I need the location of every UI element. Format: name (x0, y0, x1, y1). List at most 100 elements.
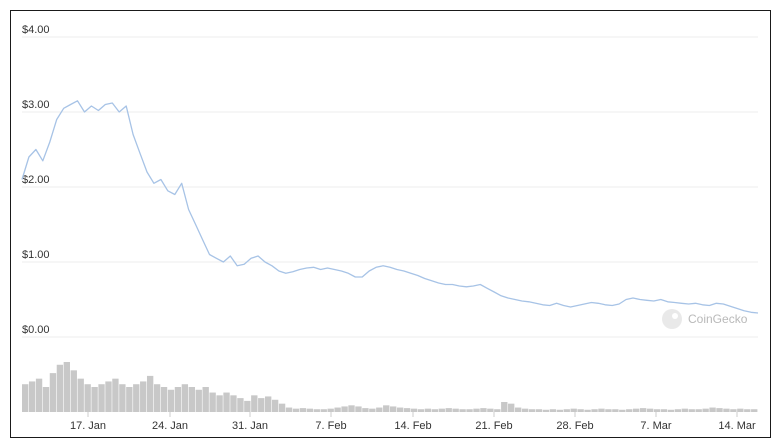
y-tick-label: $3.00 (22, 99, 50, 111)
volume-bar (709, 407, 716, 412)
volume-bar (174, 387, 182, 412)
volume-bar (688, 409, 695, 412)
volume-bar (528, 409, 536, 412)
volume-bar (84, 384, 91, 412)
volume-bar (751, 409, 758, 412)
volume-bar (22, 384, 29, 412)
volume-bar (501, 402, 508, 412)
volume-bar (591, 409, 598, 412)
volume-bars (22, 362, 758, 412)
volume-bar (140, 381, 147, 412)
volume-bar (348, 405, 355, 412)
price-line (21, 100, 759, 314)
volume-bar (563, 409, 570, 412)
y-axis-ticks: $0.00 $1.00 $2.00 $3.00 $4.00 (22, 24, 50, 336)
volume-bar (612, 409, 619, 412)
volume-bar (320, 409, 327, 412)
volume-bar (584, 409, 591, 412)
volume-bar (521, 408, 529, 412)
volume-bar (459, 409, 466, 412)
volume-bar (77, 378, 84, 412)
x-tick-label: 7. Feb (315, 420, 346, 432)
volume-bar (230, 395, 237, 412)
volume-bar (424, 408, 432, 412)
volume-bar (49, 373, 57, 412)
volume-bar (383, 405, 390, 412)
volume-bar (35, 378, 43, 412)
x-tick-label: 14. Feb (394, 420, 431, 432)
volume-bar (146, 375, 154, 412)
volume-bar (626, 409, 633, 412)
volume-bar (119, 384, 126, 412)
volume-bar (251, 395, 258, 412)
volume-bar (605, 409, 612, 412)
volume-bar (105, 381, 112, 412)
volume-bar (265, 396, 272, 412)
volume-bar (209, 392, 216, 412)
volume-bar (667, 409, 675, 412)
volume-bar (723, 408, 730, 412)
volume-bar (327, 408, 334, 412)
volume-bar (271, 399, 279, 412)
y-tick-label: $1.00 (22, 249, 50, 261)
volume-bar (202, 387, 209, 412)
volume-bar (313, 409, 320, 412)
volume-bar (56, 364, 64, 412)
y-tick-label: $0.00 (22, 324, 50, 336)
volume-bar (598, 408, 605, 412)
volume-bar (633, 408, 640, 412)
volume-bar (167, 389, 175, 412)
volume-bar (237, 398, 244, 412)
volume-bar (244, 400, 251, 412)
volume-bar (258, 398, 265, 412)
volume-bar (410, 408, 418, 412)
volume-bar (63, 362, 71, 412)
volume-bar (341, 406, 348, 412)
y-tick-label: $4.00 (22, 24, 50, 36)
volume-bar (508, 403, 515, 412)
volume-bar (42, 387, 50, 412)
volume-bar (549, 409, 557, 412)
volume-bar (126, 387, 133, 412)
volume-bar (646, 408, 654, 412)
volume-bar (660, 409, 668, 412)
volume-bar (480, 408, 487, 412)
volume-bar (577, 409, 584, 412)
volume-bar (702, 408, 709, 412)
volume-bar (299, 408, 307, 412)
volume-bar (514, 407, 522, 412)
volume-bar (445, 408, 452, 412)
x-tick-label: 21. Feb (475, 420, 512, 432)
coingecko-logo-eye (672, 313, 678, 319)
volume-bar (278, 403, 286, 412)
volume-bar (181, 384, 189, 412)
volume-bar (674, 409, 682, 412)
volume-bar (195, 389, 202, 412)
volume-bar (494, 409, 501, 412)
volume-bar (639, 408, 647, 412)
watermark-label: CoinGecko (688, 312, 748, 326)
volume-bar (133, 384, 140, 412)
volume-bar (91, 387, 98, 412)
volume-bar (376, 407, 383, 412)
volume-bar (438, 408, 445, 412)
x-tick-label: 31. Jan (232, 420, 268, 432)
volume-bar (188, 387, 195, 412)
coingecko-watermark: CoinGecko (662, 309, 748, 329)
x-axis-ticks: 17. Jan 24. Jan 31. Jan 7. Feb 14. Feb 21. Fe… (70, 412, 756, 432)
volume-bar (417, 409, 425, 412)
volume-bar (466, 409, 473, 412)
x-tick-label: 7. Mar (640, 420, 672, 432)
volume-bar (98, 384, 105, 412)
volume-bar (619, 409, 626, 412)
volume-bar (487, 408, 494, 412)
volume-bar (306, 408, 314, 412)
grid-lines (22, 36, 758, 338)
volume-bar (355, 406, 362, 412)
volume-bar (160, 387, 168, 412)
volume-bar (744, 409, 751, 412)
x-tick-label: 14. Mar (718, 420, 756, 432)
volume-bar (390, 406, 397, 412)
volume-bar (730, 409, 737, 412)
